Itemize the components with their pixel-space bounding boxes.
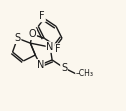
Text: F: F — [55, 44, 61, 54]
Text: N: N — [46, 42, 54, 52]
Text: O: O — [28, 29, 36, 39]
Text: S: S — [61, 63, 67, 73]
Text: –CH₃: –CH₃ — [76, 69, 94, 78]
Text: N: N — [37, 60, 44, 70]
Text: S: S — [14, 33, 21, 43]
Text: F: F — [39, 12, 45, 22]
